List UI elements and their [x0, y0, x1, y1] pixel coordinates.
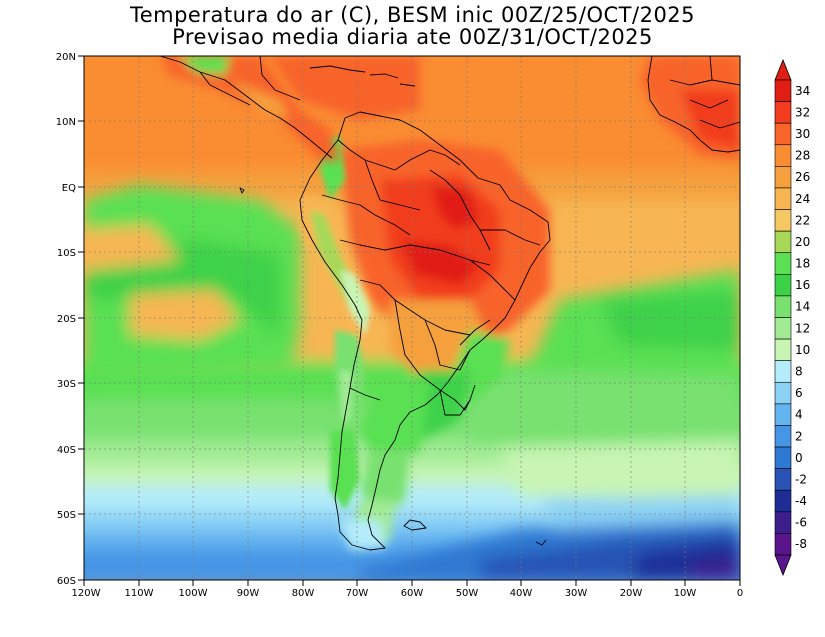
lat-label: 60S [57, 576, 76, 587]
colorbar-label: 32 [795, 105, 810, 119]
colorbar-bottom-arrow [774, 554, 792, 577]
axis-ticks [78, 55, 741, 586]
colorbar-label: 20 [795, 235, 810, 249]
lon-label: 10W [674, 588, 697, 599]
graticule [84, 56, 740, 580]
lat-label: 40S [57, 445, 76, 456]
colorbar-label: 8 [795, 364, 803, 378]
colorbar-top-arrow [774, 58, 792, 81]
colorbar-label: 6 [795, 386, 803, 400]
lat-label: 30S [57, 379, 76, 390]
coastlines [159, 56, 740, 551]
lon-label: 0 [737, 588, 743, 599]
colorbar-label: 0 [795, 451, 803, 465]
colorbar-label: 26 [795, 170, 810, 184]
colorbar-swatch [774, 403, 792, 426]
colorbar-label: 12 [795, 321, 810, 335]
lon-label: 50W [456, 588, 479, 599]
colorbar-swatch [774, 79, 792, 102]
colorbar-label: 22 [795, 213, 810, 227]
lon-label: 120W [72, 588, 101, 599]
map-title-line1: Temperatura do ar (C), BESM inic 00Z/25/… [129, 3, 696, 27]
colorbar-swatch [774, 317, 792, 340]
colorbar-swatch [774, 511, 792, 534]
colorbar-swatch [774, 489, 792, 513]
lon-label: 70W [346, 588, 369, 599]
lon-label: 100W [179, 588, 208, 599]
colorbar-label: 34 [795, 84, 810, 98]
colorbar-swatch [774, 533, 792, 556]
lat-label: 10N [56, 117, 76, 128]
lon-label: 40W [510, 588, 533, 599]
colorbar-swatch [774, 101, 792, 124]
lat-label: EQ [62, 183, 76, 194]
colorbar-swatch [774, 144, 792, 167]
colorbar-swatch [774, 425, 792, 448]
colorbar-label: 24 [795, 192, 810, 206]
colorbar-swatch [774, 295, 792, 318]
colorbar-label: 14 [795, 300, 810, 314]
colorbar-label: 2 [795, 429, 803, 443]
lon-label: 20W [620, 588, 643, 599]
lon-label: 110W [125, 588, 154, 599]
lon-label: 80W [292, 588, 315, 599]
colorbar-swatch [774, 230, 792, 254]
colorbar-swatch [774, 360, 792, 383]
colorbar-swatch [774, 187, 792, 210]
colorbar-swatch [774, 381, 792, 405]
colorbar-swatch [774, 209, 792, 232]
colorbar-label: -4 [795, 494, 807, 508]
colorbar-label: 28 [795, 149, 810, 163]
colorbar-label: 30 [795, 127, 810, 141]
colorbar-swatch [774, 338, 792, 361]
colorbar-swatch [774, 468, 792, 491]
colorbar-label: -6 [795, 516, 807, 530]
colorbar-swatch [774, 252, 792, 275]
colorbar-label: -2 [795, 472, 807, 486]
lon-label: 90W [237, 588, 260, 599]
colorbar-swatch [774, 166, 792, 189]
colorbar-label: 4 [795, 408, 803, 422]
colorbar-swatch [774, 274, 792, 297]
colorbar-label: 18 [795, 257, 810, 271]
colorbar-label: 16 [795, 278, 810, 292]
lon-label: 30W [565, 588, 588, 599]
lat-label: 20S [57, 314, 76, 325]
colorbar-swatch [774, 446, 792, 469]
lat-label: 10S [57, 248, 76, 259]
temperature-field [84, 56, 740, 580]
colorbar-swatch [774, 122, 792, 146]
map-title-line2: Previsao media diaria ate 00Z/31/OCT/202… [172, 25, 653, 49]
lat-label: 20N [56, 52, 76, 63]
lon-label: 60W [401, 588, 424, 599]
lat-label: 50S [57, 510, 76, 521]
colorbar-label: 10 [795, 343, 810, 357]
colorbar-label: -8 [795, 537, 807, 551]
